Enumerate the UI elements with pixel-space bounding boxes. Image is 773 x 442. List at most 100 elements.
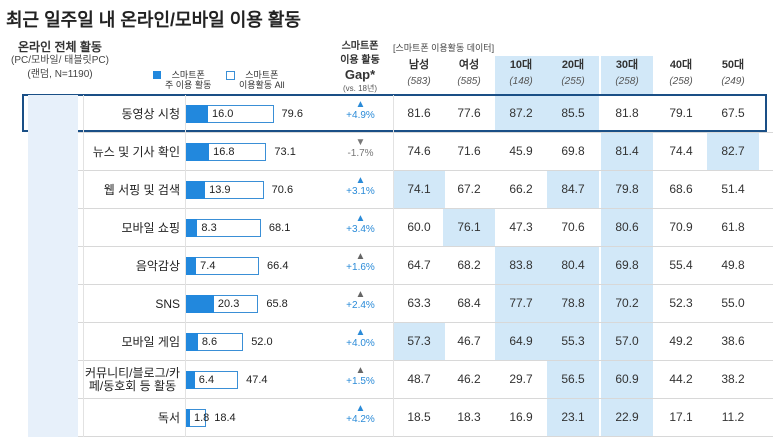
- bar-smartphone-main-label: 16.0: [212, 108, 234, 120]
- category-label: 뉴스 및 기사 확인: [84, 133, 180, 171]
- category-label-line: 동영상 시청: [121, 106, 180, 121]
- demographic-cell: 56.5: [547, 361, 599, 398]
- demographic-cell: 22.9: [601, 399, 653, 436]
- column-header: 여성 (585): [443, 56, 495, 94]
- bar-smartphone-main: [186, 257, 197, 275]
- category-label-text: SNS: [155, 296, 180, 311]
- online-total-column-bg: [28, 95, 78, 437]
- gap-value: +3.1%: [346, 186, 375, 197]
- legend-all: 스마트폰 이용활동 All: [226, 70, 285, 90]
- column-header: 30대 (258): [601, 56, 653, 94]
- arrow-up-icon: ▲: [355, 213, 366, 224]
- column-header-n: (258): [615, 76, 639, 87]
- bar-smartphone-main-label: 20.3: [217, 298, 240, 310]
- gap-value: +1.6%: [346, 262, 375, 273]
- column-header-label: 남성: [408, 59, 430, 71]
- demographic-cell: 81.4: [601, 133, 653, 170]
- bar-smartphone-main: [186, 219, 198, 237]
- bar-smartphone-all-label: 47.4: [246, 374, 268, 386]
- demographic-cell: 76.1: [443, 209, 495, 246]
- row-separator: [28, 398, 773, 399]
- demographic-cell: 79.8: [601, 171, 653, 208]
- demographic-cell: 63.3: [407, 296, 431, 310]
- category-label-line: 커뮤니티/블로그/카: [85, 366, 180, 380]
- gap-indicator: ▲ +1.5%: [333, 366, 388, 388]
- column-header-n: (148): [509, 76, 533, 87]
- category-label-text: 모바일 쇼핑: [121, 221, 180, 235]
- selected-row-outline: [22, 94, 767, 132]
- demographic-cell: 44.2: [669, 372, 693, 386]
- demographic-cell: 71.6: [457, 144, 481, 158]
- category-label-line: SNS: [155, 296, 180, 311]
- legend-smartphone-label-1: 스마트폰: [171, 70, 205, 80]
- demographic-cell: 81.6: [407, 106, 431, 120]
- bar-smartphone-main: [186, 371, 195, 389]
- row-separator: [28, 132, 773, 133]
- arrow-up-icon: ▲: [355, 251, 366, 262]
- bar-smartphone-main-label: 7.4: [200, 260, 216, 272]
- demographic-cell: 52.3: [669, 296, 693, 310]
- online-total-header-title: 온라인 전체 활동: [18, 40, 102, 54]
- column-header-n: (585): [457, 76, 481, 87]
- gap-indicator: ▲ +4.9%: [333, 100, 388, 122]
- column-header: 40대 (258): [655, 56, 707, 94]
- category-label: 모바일 쇼핑: [84, 209, 180, 247]
- bar-smartphone-main: [186, 105, 208, 123]
- bar-smartphone-all-label: 18.4: [214, 412, 236, 424]
- gap-indicator: ▲ +2.4%: [333, 290, 388, 312]
- category-label-line: 음악감상: [135, 258, 180, 273]
- column-header: 20대 (255): [547, 56, 599, 94]
- bar-smartphone-main-label: 13.9: [209, 184, 231, 196]
- column-header-label: 30대: [615, 59, 639, 71]
- arrow-up-icon: ▲: [355, 403, 366, 414]
- column-header-n: (249): [721, 76, 745, 87]
- bar-smartphone-all-label: 70.6: [271, 184, 294, 196]
- gap-header-line2: 이용 활동: [340, 55, 380, 66]
- online-total-header-devices: (PC/모바일/ 태블릿PC): [11, 55, 109, 66]
- demographic-cell: 29.7: [509, 372, 533, 386]
- bar-smartphone-main: [186, 181, 206, 199]
- bar-smartphone-main: [186, 333, 198, 351]
- category-label-text: 웹 서핑 및 검색: [104, 183, 180, 197]
- gap-value: +2.4%: [346, 300, 375, 311]
- bar-smartphone-main: [186, 143, 210, 161]
- demographic-cell: 48.7: [407, 372, 431, 386]
- demographic-cell: 18.5: [407, 410, 431, 424]
- arrow-up-icon: ▲: [355, 289, 366, 300]
- demographic-cell: 64.7: [407, 258, 431, 272]
- demographic-cell: 49.2: [669, 334, 693, 348]
- category-label: 모바일 게임: [84, 323, 180, 361]
- legend-smartphone: 스마트폰 주 이용 활동: [153, 70, 211, 90]
- gap-value: +1.5%: [346, 376, 375, 387]
- column-header-label: 40대: [669, 59, 693, 71]
- demographic-cell: 51.4: [721, 182, 745, 196]
- column-separator: [393, 95, 394, 437]
- gap-value: +4.2%: [346, 414, 375, 425]
- online-total-header-sample: (랜덤, N=1190): [27, 69, 93, 80]
- arrow-down-icon: ▼: [355, 137, 366, 148]
- column-separator: [83, 95, 84, 437]
- demographic-cell: 49.8: [721, 258, 745, 272]
- category-label: 웹 서핑 및 검색: [84, 171, 180, 209]
- demographic-cell: 78.8: [547, 285, 599, 322]
- bar-smartphone-all: [186, 257, 260, 275]
- demographic-cell: 38.6: [721, 334, 745, 348]
- row-separator: [28, 322, 773, 323]
- row-separator: [28, 360, 773, 361]
- column-header: 10대 (148): [495, 56, 547, 94]
- demographic-cell: 67.5: [721, 106, 745, 120]
- demographic-cell: 17.1: [669, 410, 693, 424]
- category-label-text: 커뮤니티/블로그/카 페/동호회 등 활동: [85, 367, 180, 393]
- demographic-cell: 70.9: [669, 220, 693, 234]
- demographic-cell: 85.5: [547, 95, 599, 132]
- demographic-cell: 57.0: [601, 323, 653, 360]
- legend-smartphone-swatch: [153, 71, 161, 79]
- demographic-cell: 47.3: [509, 220, 533, 234]
- demographic-cell: 80.4: [547, 247, 599, 284]
- demographic-cell: 60.9: [601, 361, 653, 398]
- column-header-label: 50대: [721, 59, 745, 71]
- column-header-n: (258): [669, 76, 693, 87]
- category-label-text: 독서: [158, 411, 180, 425]
- gap-value: +4.9%: [346, 110, 375, 121]
- category-label-text: 모바일 게임: [121, 335, 180, 349]
